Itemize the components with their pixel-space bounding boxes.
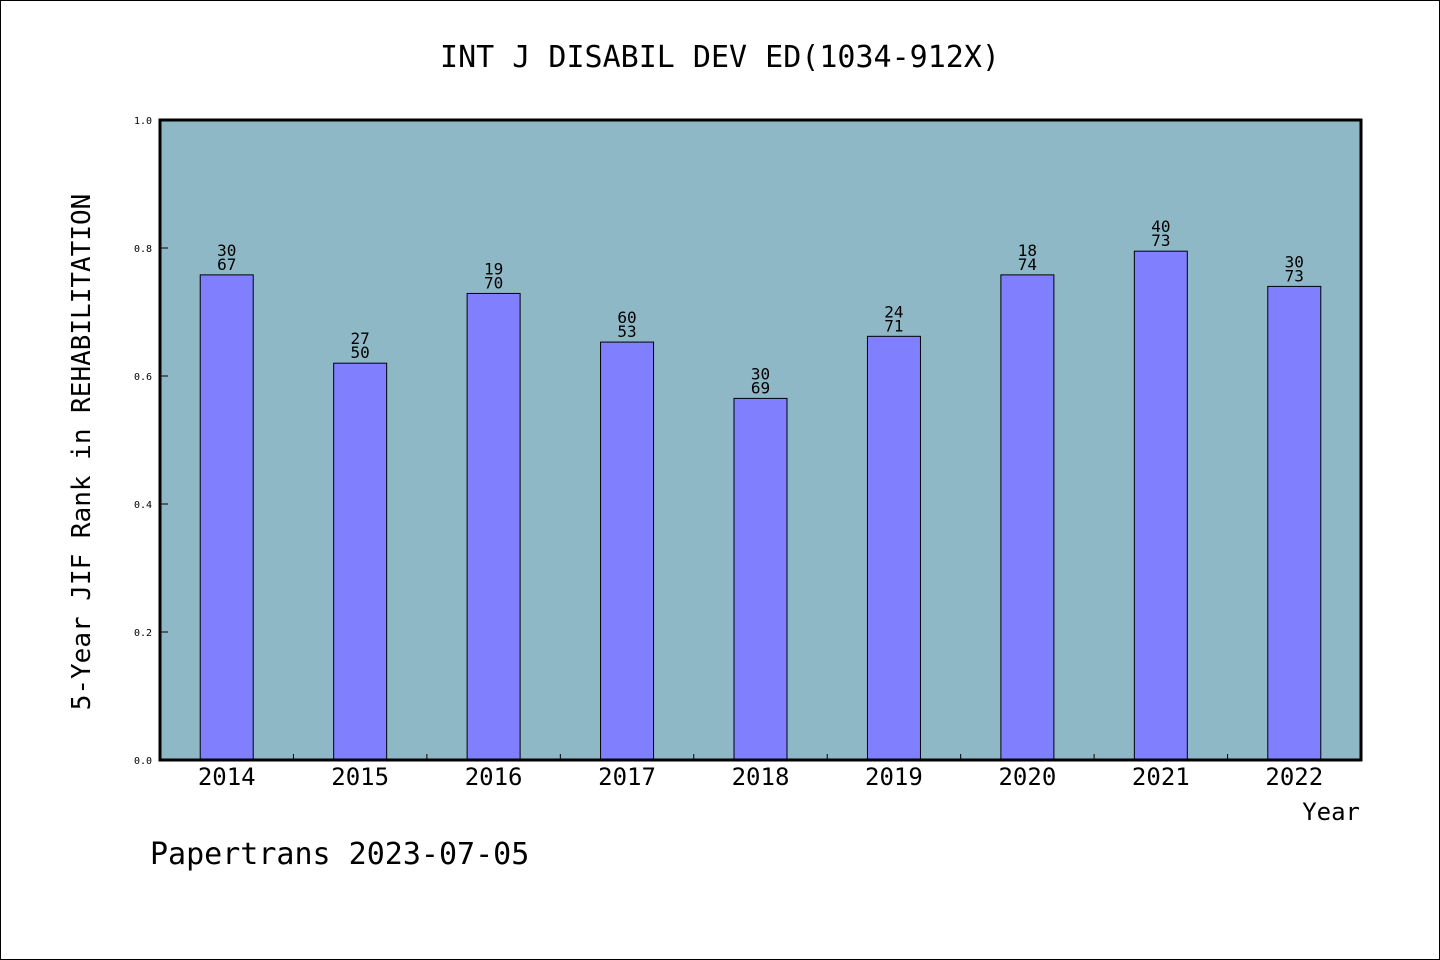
bar-2015	[333, 362, 388, 761]
x-tick-label-2015: 2015	[331, 763, 389, 791]
bar-label-total-2014: 67	[217, 255, 236, 274]
bar-2016	[466, 292, 521, 761]
bar-label-rank-2015: 27	[351, 329, 370, 348]
bar-label-rank-2019: 24	[884, 302, 903, 321]
bar-2021	[1133, 250, 1188, 761]
y-tick-label: 0.2	[134, 628, 152, 639]
bar-label-rank-2017: 60	[617, 308, 636, 327]
bar-label-total-2022: 73	[1285, 266, 1304, 285]
x-tick-label-2014: 2014	[198, 763, 256, 791]
plot-border	[158, 118, 1363, 762]
y-tick-label: 0.8	[134, 244, 152, 255]
bar-label-rank-2018: 30	[751, 364, 770, 383]
bar-label-total-2016: 70	[484, 273, 503, 292]
y-axis-label: 5-Year JIF Rank in REHABILITATION	[67, 194, 97, 711]
y-tick-label: 1.0	[134, 116, 152, 127]
ticks-group: 2014 2015 2016 2017 2018 2019 2020 2021 2022 0.0 0…	[134, 116, 1323, 791]
x-tick-label-2020: 2020	[998, 763, 1056, 791]
bar-2017	[600, 341, 655, 761]
y-tick-label: 0.4	[134, 500, 152, 511]
bar-2019	[866, 335, 921, 761]
bar-2014	[199, 274, 254, 761]
bar-label-total-2020: 74	[1018, 255, 1037, 274]
footer-credit: Papertrans 2023-07-05	[150, 837, 529, 872]
y-tick-label: 0.0	[134, 756, 152, 767]
bar-label-total-2018: 69	[751, 378, 770, 397]
bar-label-rank-2021: 40	[1151, 217, 1170, 236]
bar-label-rank-2022: 30	[1285, 252, 1304, 271]
x-tick-label-2022: 2022	[1265, 763, 1323, 791]
y-tick-label: 0.6	[134, 372, 152, 383]
bar-label-total-2017: 53	[617, 322, 636, 341]
bar-label-rank-2020: 18	[1018, 241, 1037, 260]
x-tick-label-2018: 2018	[732, 763, 790, 791]
bar-2020	[1000, 274, 1055, 761]
chart-title: INT J DISABIL DEV ED(1034-912X)	[440, 40, 1000, 75]
bar-label-total-2015: 50	[351, 343, 370, 362]
x-tick-label-2017: 2017	[598, 763, 656, 791]
x-tick-label-2019: 2019	[865, 763, 923, 791]
x-tick-label-2021: 2021	[1132, 763, 1190, 791]
bar-2018	[733, 397, 788, 761]
bar-label-total-2021: 73	[1151, 231, 1170, 250]
bar-label-rank-2014: 30	[217, 241, 236, 260]
bar-2022	[1267, 285, 1322, 761]
x-axis-label: Year	[1302, 798, 1360, 826]
bar-label-total-2019: 71	[884, 316, 903, 335]
bar-label-rank-2016: 19	[484, 259, 503, 278]
x-tick-label-2016: 2016	[465, 763, 523, 791]
